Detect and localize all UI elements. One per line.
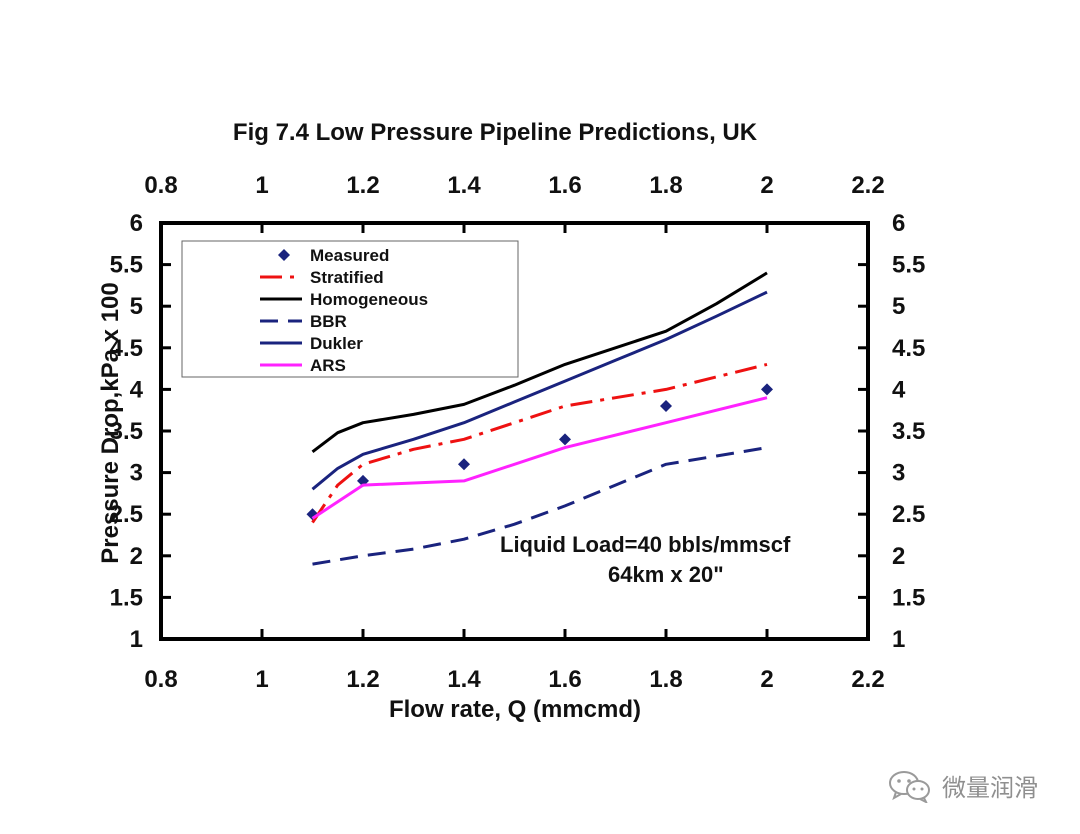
data-point-measured bbox=[761, 383, 773, 396]
watermark: 微量润滑 bbox=[888, 768, 1038, 803]
x-tick-label-top: 2 bbox=[760, 172, 773, 199]
x-tick-label-bottom: 1.6 bbox=[548, 666, 581, 693]
annotation-pipeline: 64km x 20" bbox=[608, 562, 724, 587]
y-tick-label-left: 6 bbox=[130, 210, 143, 237]
x-axis-label: Flow rate, Q (mmcmd) bbox=[389, 696, 641, 723]
legend-label-ars: ARS bbox=[310, 356, 346, 375]
data-point-measured bbox=[660, 400, 672, 413]
y-tick-label-left: 4.5 bbox=[110, 335, 143, 362]
y-tick-label-right: 5 bbox=[892, 293, 905, 320]
x-tick-label-bottom: 2.2 bbox=[851, 666, 884, 693]
y-tick-label-right: 2 bbox=[892, 543, 905, 570]
legend-swatch-measured bbox=[278, 249, 290, 261]
y-tick-label-right: 4.5 bbox=[892, 335, 925, 362]
series-line-homogeneous bbox=[311, 271, 768, 453]
data-point-measured bbox=[458, 458, 470, 471]
y-tick-label-left: 4 bbox=[130, 376, 144, 403]
legend-label-bbr: BBR bbox=[310, 312, 347, 331]
legend-box bbox=[181, 240, 519, 378]
x-tick-label-top: 0.8 bbox=[144, 172, 177, 199]
y-tick-label-left: 5 bbox=[130, 293, 143, 320]
y-tick-label-left: 1 bbox=[130, 626, 143, 653]
x-tick-label-top: 1.4 bbox=[447, 172, 481, 199]
y-tick-label-right: 6 bbox=[892, 210, 905, 237]
y-tick-label-right: 3 bbox=[892, 460, 905, 487]
x-tick-label-bottom: 1.8 bbox=[649, 666, 682, 693]
wechat-icon bbox=[889, 770, 930, 803]
x-tick-label-bottom: 0.8 bbox=[144, 666, 177, 693]
y-tick-label-left: 1.5 bbox=[110, 584, 143, 611]
x-tick-label-top: 1.2 bbox=[346, 172, 379, 199]
x-tick-label-bottom: 1.2 bbox=[346, 666, 379, 693]
y-tick-label-right: 1 bbox=[892, 626, 905, 653]
x-tick-label-bottom: 1 bbox=[255, 666, 268, 693]
series-line-bbr bbox=[312, 446, 768, 566]
y-axis-label: Pressure Drop,kPa x 100 bbox=[97, 282, 124, 564]
y-tick-label-left: 2.5 bbox=[110, 501, 143, 528]
y-tick-label-left: 5.5 bbox=[110, 252, 143, 279]
x-tick-label-top: 2.2 bbox=[851, 172, 884, 199]
y-tick-label-right: 4 bbox=[892, 376, 906, 403]
legend-label-homogeneous: Homogeneous bbox=[310, 290, 428, 309]
y-tick-label-left: 3 bbox=[130, 460, 143, 487]
watermark-text: 微量润滑 bbox=[942, 774, 1038, 802]
x-tick-label-top: 1 bbox=[255, 172, 268, 199]
x-tick-label-bottom: 1.4 bbox=[447, 666, 481, 693]
y-tick-label-left: 3.5 bbox=[110, 418, 143, 445]
x-tick-label-bottom: 2 bbox=[760, 666, 773, 693]
x-tick-label-top: 1.6 bbox=[548, 172, 581, 199]
chart-title: Fig 7.4 Low Pressure Pipeline Prediction… bbox=[233, 119, 758, 146]
legend-label-measured: Measured bbox=[310, 246, 389, 265]
y-tick-label-right: 3.5 bbox=[892, 418, 925, 445]
series-line-ars bbox=[311, 396, 768, 520]
y-tick-label-left: 2 bbox=[130, 543, 143, 570]
legend-label-dukler: Dukler bbox=[310, 334, 363, 353]
y-tick-label-right: 2.5 bbox=[892, 501, 925, 528]
y-tick-label-right: 1.5 bbox=[892, 584, 925, 611]
y-tick-label-right: 5.5 bbox=[892, 252, 925, 279]
series-line-stratified bbox=[311, 362, 768, 524]
series-line-dukler bbox=[311, 290, 768, 491]
data-point-measured bbox=[559, 433, 571, 446]
legend-label-stratified: Stratified bbox=[310, 268, 384, 287]
annotation-liquid-load: Liquid Load=40 bbls/mmscf bbox=[500, 532, 791, 557]
x-tick-label-top: 1.8 bbox=[649, 172, 682, 199]
